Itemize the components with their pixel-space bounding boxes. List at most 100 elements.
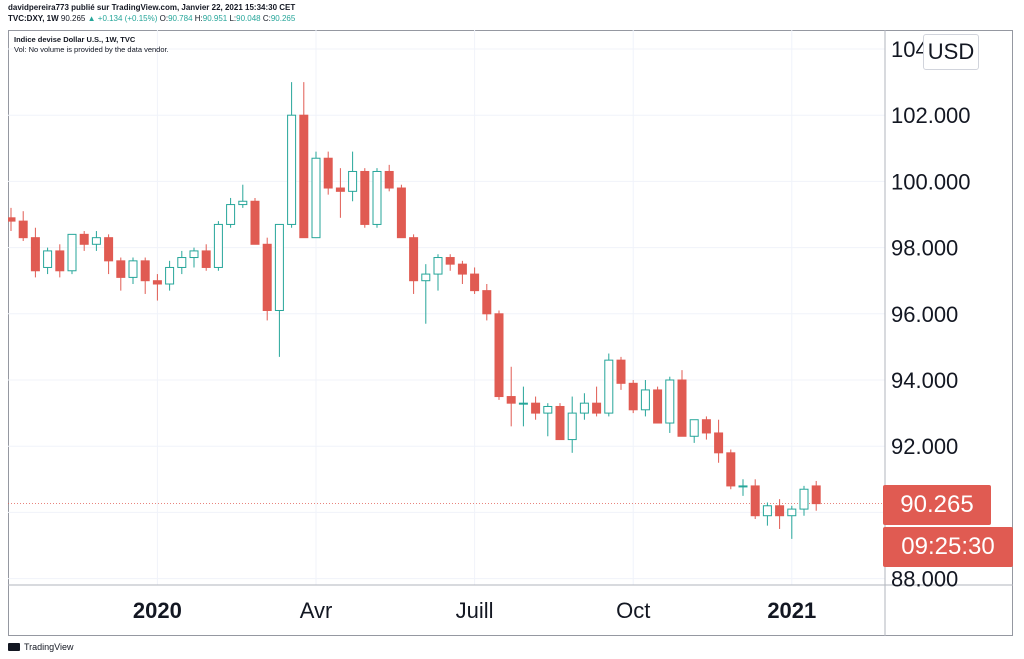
- candle-up: [604, 359, 614, 414]
- candle-up: [238, 200, 248, 206]
- candle-up: [189, 250, 199, 259]
- x-tick-label: 2021: [767, 598, 816, 623]
- candle-down: [140, 260, 150, 282]
- candle-down: [775, 505, 785, 517]
- candle-down: [628, 382, 638, 411]
- candle-down: [152, 280, 162, 285]
- candlestick-chart[interactable]: 88.00090.00092.00094.00096.00098.000100.…: [8, 30, 1013, 636]
- chart-legend: Indice devise Dollar U.S., 1W, TVC Vol: …: [14, 35, 169, 55]
- candle-down: [592, 402, 602, 414]
- x-tick-label: Oct: [616, 598, 650, 623]
- candle-down: [677, 379, 687, 437]
- candle-down: [116, 260, 126, 278]
- low-label: L:: [229, 14, 237, 23]
- open-value: 90.784: [168, 14, 193, 23]
- candle-up: [567, 412, 577, 441]
- candle-down: [30, 237, 40, 272]
- close-label: C:: [262, 14, 271, 23]
- candle-down: [616, 359, 626, 384]
- candle-up: [177, 257, 187, 268]
- candle-up: [128, 260, 138, 278]
- candle-up: [799, 488, 809, 510]
- candle-up: [372, 170, 382, 225]
- candle-down: [506, 396, 516, 404]
- candle-down: [555, 405, 565, 441]
- candle-up: [543, 405, 553, 414]
- candle-down: [262, 243, 272, 311]
- candle-up: [738, 485, 748, 488]
- candle-up: [226, 204, 236, 225]
- footer-brand: TradingView: [24, 642, 74, 652]
- candle-down: [335, 187, 345, 192]
- y-tick-label: 92.000: [891, 434, 958, 459]
- candle-up: [43, 250, 53, 268]
- y-tick-label: 100.000: [891, 169, 971, 194]
- ohlc-line: TVC:DXY, 1W 90.265 ▲ +0.134 (+0.15%) O:9…: [8, 13, 295, 24]
- candle-down: [494, 313, 504, 398]
- y-tick-label: 98.000: [891, 236, 958, 261]
- candle-down: [445, 257, 455, 265]
- last-price-tag: 90.265: [883, 485, 991, 525]
- candle-down: [409, 237, 419, 282]
- candle-down: [18, 220, 28, 239]
- price-change: +0.134 (+0.15%): [97, 14, 158, 23]
- candle-down: [79, 233, 89, 245]
- last-price: 90.265: [60, 14, 86, 23]
- legend-title: Indice devise Dollar U.S., 1W, TVC: [14, 35, 136, 44]
- candle-down: [811, 485, 821, 505]
- high-label: H:: [194, 14, 203, 23]
- y-tick-label: 88.000: [891, 567, 958, 592]
- footer: TradingView: [8, 641, 74, 653]
- y-tick-label: 94.000: [891, 368, 958, 393]
- candle-up: [67, 233, 77, 272]
- candle-up: [91, 237, 101, 245]
- chart-header: davidpereira773 publié sur TradingView.c…: [8, 2, 295, 24]
- open-label: O:: [159, 14, 169, 23]
- publisher-text: davidpereira773 publié sur TradingView.c…: [8, 3, 296, 12]
- volume-note: Vol: No volume is provided by the data v…: [14, 45, 169, 54]
- candle-up: [518, 402, 528, 405]
- candle-down: [653, 389, 663, 424]
- candle-up: [274, 223, 284, 311]
- currency-label[interactable]: USD: [923, 34, 979, 70]
- candle-up: [311, 157, 321, 239]
- candle-up: [579, 402, 589, 414]
- x-tick-label: 2020: [133, 598, 182, 623]
- high-value: 90.951: [202, 14, 228, 23]
- publisher-line: davidpereira773 publié sur TradingView.c…: [8, 2, 295, 13]
- candle-down: [396, 187, 406, 239]
- candle-up: [433, 257, 443, 275]
- candle-down: [714, 432, 724, 454]
- candle-down: [384, 170, 394, 189]
- candle-down: [457, 263, 467, 275]
- candle-down: [360, 170, 370, 225]
- candle-down: [726, 452, 736, 487]
- candle-down: [750, 485, 760, 517]
- candle-up: [165, 266, 175, 285]
- tradingview-logo-icon: [8, 643, 20, 651]
- candle-up: [689, 419, 699, 437]
- candle-down: [299, 114, 309, 239]
- y-tick-label: 102.000: [891, 103, 971, 128]
- candle-down: [8, 217, 16, 222]
- candle-up: [640, 389, 650, 411]
- candle-down: [55, 250, 65, 272]
- ticker: TVC:DXY, 1W: [8, 14, 59, 23]
- candle-up: [762, 505, 772, 517]
- candle-up: [665, 379, 675, 424]
- candle-down: [701, 419, 711, 434]
- y-tick-label: 96.000: [891, 302, 958, 327]
- countdown-tag: 09:25:30: [883, 527, 1013, 567]
- chart-frame: [8, 30, 1013, 636]
- candle-up: [348, 170, 358, 192]
- x-tick-label: Avr: [300, 598, 333, 623]
- candle-up: [287, 114, 297, 225]
- x-tick-label: Juill: [456, 598, 494, 623]
- candle-down: [250, 200, 260, 245]
- low-value: 90.048: [236, 14, 261, 23]
- close-value: 90.265: [270, 14, 296, 23]
- candle-down: [104, 237, 114, 262]
- candle-up: [421, 273, 431, 282]
- candle-down: [482, 290, 492, 315]
- candle-down: [531, 402, 541, 414]
